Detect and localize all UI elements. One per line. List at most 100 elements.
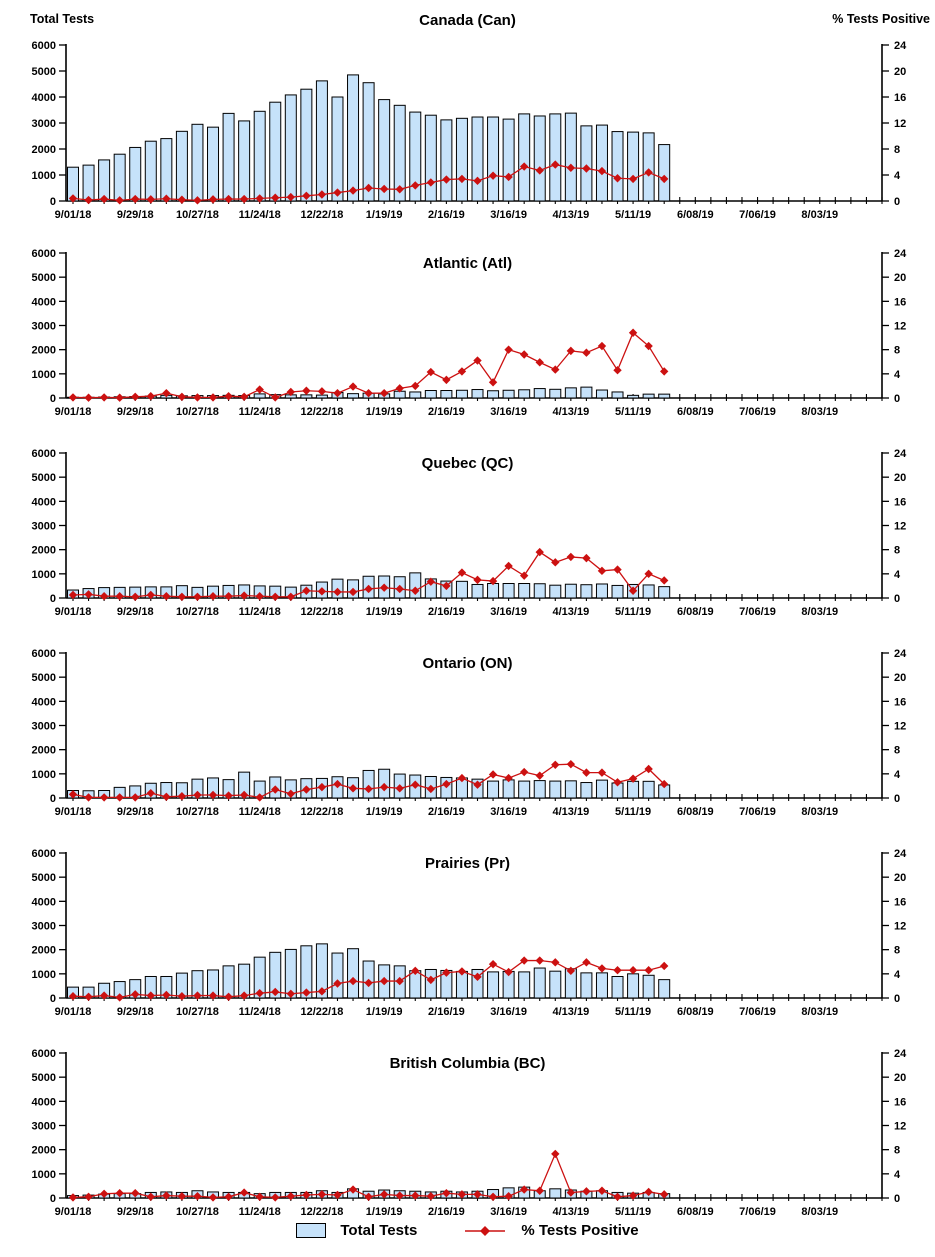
x-tick-label: 2/16/19 xyxy=(428,1006,465,1018)
total-tests-bar xyxy=(315,943,328,999)
total-tests-bar xyxy=(175,130,188,202)
pct-positive-marker xyxy=(224,591,233,601)
pct-positive-marker xyxy=(566,1188,576,1197)
chart-title-british-columbia: British Columbia (BC) xyxy=(389,1055,546,1072)
x-tick-label: 5/11/19 xyxy=(615,406,651,418)
panel-atlantic: Atlantic (Atl) 0 0 1000 4 2000 8 3000 12 4000 16 5… xyxy=(0,243,935,443)
pct-positive-marker xyxy=(504,1191,513,1201)
right-tick-label: 8 xyxy=(894,1145,900,1157)
pct-positive-marker xyxy=(208,393,218,402)
total-tests-bar xyxy=(518,780,531,799)
total-tests-bar xyxy=(113,153,126,202)
right-tick-label: 4 xyxy=(894,369,901,381)
right-tick-label: 4 xyxy=(894,569,901,581)
pct-positive-marker xyxy=(286,1191,296,1201)
pct-positive-marker xyxy=(551,160,560,169)
left-tick-label: 5000 xyxy=(32,872,56,884)
pct-positive-marker xyxy=(488,378,498,387)
total-tests-bar xyxy=(595,124,608,202)
pct-positive-marker xyxy=(613,366,622,375)
total-tests-bar xyxy=(533,967,546,999)
pct-positive-marker xyxy=(488,770,498,779)
total-tests-bar xyxy=(580,782,593,799)
x-tick-label: 7/06/19 xyxy=(739,1006,776,1018)
pct-positive-marker xyxy=(302,386,311,395)
total-tests-bar xyxy=(471,389,484,399)
plot-area: 0 0 1000 4 2000 8 3000 12 4000 16 5000 20 6000 24 9/01… xyxy=(32,248,908,418)
x-tick-label: 9/01/18 xyxy=(55,1206,92,1218)
right-tick-label: 16 xyxy=(894,92,906,104)
pct-positive-marker xyxy=(411,966,420,976)
pct-positive-marker xyxy=(333,188,342,197)
x-tick-label: 4/13/19 xyxy=(552,606,589,618)
pct-positive-marker xyxy=(426,577,436,586)
left-tick-label: 6000 xyxy=(32,448,56,460)
left-tick-label: 3000 xyxy=(32,521,56,533)
legend-line-marker-icon xyxy=(465,1225,506,1236)
x-tick-label: 11/24/18 xyxy=(239,806,281,818)
left-axis-title: Total Tests xyxy=(30,12,95,26)
pct-positive-marker xyxy=(239,392,249,401)
x-tick-label: 3/16/19 xyxy=(490,209,527,221)
pct-positive-marker xyxy=(644,966,653,975)
pct-positive-marker xyxy=(582,553,591,563)
left-tick-label: 5000 xyxy=(32,1072,56,1084)
total-tests-bar xyxy=(549,1188,562,1199)
x-tick-label: 8/03/19 xyxy=(801,209,838,221)
total-tests-bar xyxy=(455,117,468,202)
chart-atlantic: 0 0 1000 4 2000 8 3000 12 4000 16 5000 20 6000 24 9/01… xyxy=(32,248,908,418)
pct-positive-marker xyxy=(551,760,560,769)
x-tick-label: 8/03/19 xyxy=(801,1006,838,1018)
right-tick-label: 12 xyxy=(894,721,906,733)
pct-positive-marker xyxy=(457,773,467,783)
x-tick-label: 9/29/18 xyxy=(117,606,154,618)
pct-positive-marker xyxy=(613,565,622,574)
x-tick-label: 12/22/18 xyxy=(301,406,344,418)
legend: Total Tests % Tests Positive xyxy=(0,1222,935,1239)
pct-positive-marker xyxy=(84,393,93,402)
pct-positive-marker xyxy=(271,393,280,402)
plot-area: 0 0 1000 4 2000 8 3000 12 4000 16 5000 20 6000 24 9/01… xyxy=(32,1048,908,1218)
total-tests-bar xyxy=(409,572,422,599)
left-tick-label: 1000 xyxy=(32,569,56,581)
pct-positive-marker xyxy=(395,185,404,194)
total-tests-bar xyxy=(393,104,406,202)
pct-positive-marker xyxy=(411,586,420,595)
total-tests-bar xyxy=(658,393,671,399)
pct-positive-marker xyxy=(597,964,607,973)
x-tick-label: 4/13/19 xyxy=(552,406,589,418)
pct-positive-marker xyxy=(582,348,591,357)
total-tests-bar xyxy=(487,116,500,202)
pct-positive-marker xyxy=(271,193,280,202)
pct-positive-marker xyxy=(613,966,622,975)
pct-positive-marker xyxy=(84,195,93,205)
pct-positive-marker xyxy=(68,393,78,402)
left-tick-label: 1000 xyxy=(32,969,56,981)
pct-positive-marker xyxy=(659,576,669,585)
pct-positive-marker xyxy=(115,591,124,601)
pct-positive-marker xyxy=(162,591,171,601)
left-tick-label: 1000 xyxy=(32,369,56,381)
pct-positive-marker xyxy=(535,547,544,557)
right-tick-label: 4 xyxy=(894,769,901,781)
left-tick-label: 4000 xyxy=(32,1096,56,1108)
right-tick-label: 0 xyxy=(894,196,900,208)
right-tick-label: 20 xyxy=(894,272,906,284)
total-tests-bar xyxy=(487,971,500,999)
left-tick-label: 2000 xyxy=(32,1145,56,1157)
pct-positive-marker xyxy=(628,328,638,337)
pct-positive-marker xyxy=(177,791,187,801)
pct-positive-marker xyxy=(224,391,233,401)
x-tick-label: 9/01/18 xyxy=(55,1006,92,1018)
total-tests-bar xyxy=(658,979,671,999)
left-tick-label: 4000 xyxy=(32,496,56,508)
pct-positive-marker xyxy=(566,966,576,976)
pct-positive-marker xyxy=(364,183,373,193)
chart-title-quebec: Quebec (QC) xyxy=(421,455,514,472)
legend-bar-swatch xyxy=(296,1223,327,1238)
total-tests-bar xyxy=(269,101,282,202)
chart-prairies: 0 0 1000 4 2000 8 3000 12 4000 16 5000 20 6000 24 9/01… xyxy=(32,848,908,1018)
pct-positive-marker xyxy=(582,164,591,173)
total-tests-bar xyxy=(362,769,375,799)
